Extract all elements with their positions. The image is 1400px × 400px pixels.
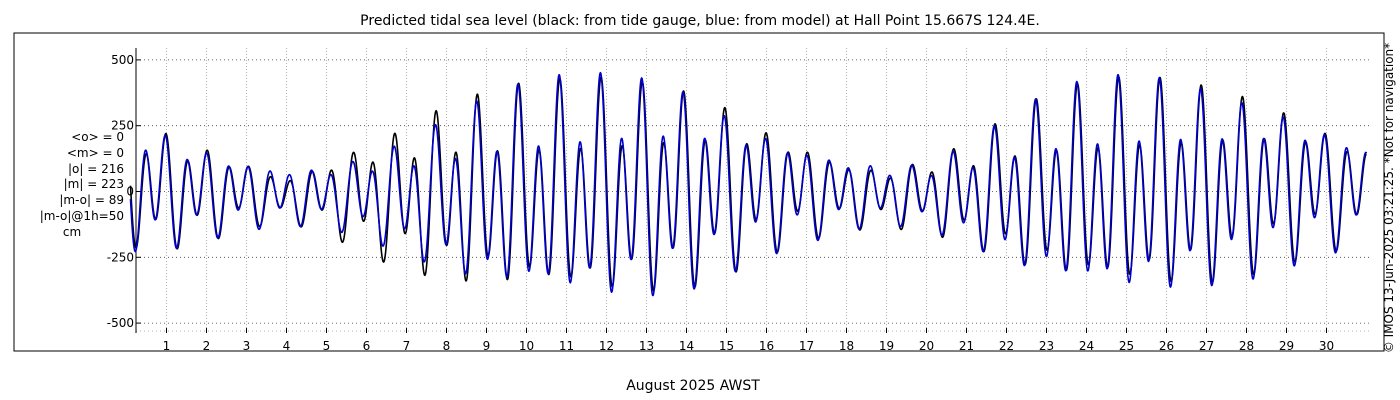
x-tick-label: 24 — [1079, 339, 1094, 353]
x-tick-label: 6 — [363, 339, 371, 353]
x-tick-label: 26 — [1159, 339, 1174, 353]
x-tick-label: 4 — [283, 339, 291, 353]
x-axis: 1 2 3 4 5 6 7 8 9 10 11 12 13 14 15 16 17 18 19 20 21 22 23 24 2… — [136, 328, 1372, 353]
x-tick-label: 14 — [679, 339, 694, 353]
x-tick-label: 18 — [839, 339, 854, 353]
x-tick-label: 9 — [483, 339, 491, 353]
x-tick-label: 25 — [1119, 339, 1134, 353]
x-tick-label: 21 — [959, 339, 974, 353]
x-tick-label: 8 — [443, 339, 451, 353]
x-tick-label: 23 — [1039, 339, 1054, 353]
x-tick-label: 28 — [1239, 339, 1254, 353]
x-tick-label: 11 — [559, 339, 574, 353]
x-tick-label: 17 — [799, 339, 814, 353]
x-tick-label: 20 — [919, 339, 934, 353]
stat-abs-model: |m| = 223 — [63, 177, 124, 192]
stat-abs-diff-1h: |m-o|@1h=50 — [39, 208, 124, 223]
y-tick-label: -250 — [107, 250, 134, 264]
series-line-model — [129, 71, 1368, 297]
x-tick-label: 5 — [323, 339, 331, 353]
x-tick-label: 22 — [999, 339, 1014, 353]
chart-title: Predicted tidal sea level (black: from t… — [360, 13, 1040, 29]
x-tick-label: 3 — [243, 339, 251, 353]
x-tick-label: 15 — [719, 339, 734, 353]
x-tick-label: 1 — [163, 339, 171, 353]
stat-mean-obs: <o> = 0 — [71, 130, 124, 144]
x-tick-label: 29 — [1279, 339, 1294, 353]
x-tick-label: 2 — [203, 339, 211, 353]
x-tick-label: 7 — [403, 339, 411, 353]
stat-mean-model: <m> = 0 — [66, 145, 124, 160]
y-tick-label: 250 — [111, 119, 134, 133]
stat-abs-obs: |o| = 216 — [67, 161, 124, 176]
credit-text: © IMOS 13-Jun-2025 03:21:25. *Not for na… — [1382, 42, 1396, 354]
x-tick-label: 12 — [599, 339, 614, 353]
x-tick-label: 27 — [1199, 339, 1214, 353]
x-axis-label: August 2025 AWST — [626, 378, 760, 394]
x-tick-label: 19 — [879, 339, 894, 353]
x-tick-label: 16 — [759, 339, 774, 353]
stat-unit: cm — [62, 224, 82, 239]
y-tick-label: -500 — [107, 316, 134, 330]
series-layer — [129, 71, 1368, 297]
stats-panel: <o> = 0 <m> = 0 |o| = 216 |m| = 223 |m-o… — [0, 130, 124, 241]
y-tick-label: 500 — [111, 53, 134, 67]
x-tick-label: 13 — [639, 339, 654, 353]
x-tick-label: 30 — [1319, 339, 1334, 353]
x-tick-label: 10 — [519, 339, 534, 353]
stat-abs-diff: |m-o| = 89 — [59, 193, 124, 208]
axes-box — [13, 32, 1385, 352]
